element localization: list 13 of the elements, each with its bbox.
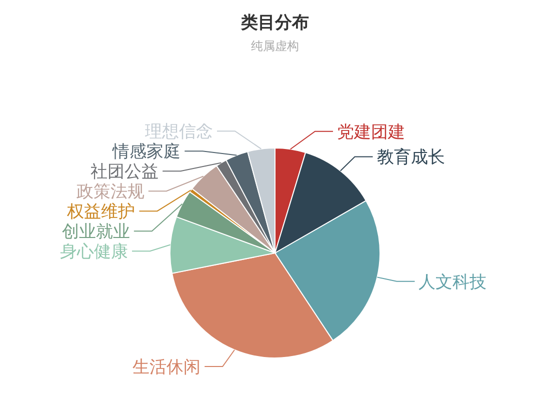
slice-label: 党建团建 [337,122,405,142]
slice-label: 权益维护 [66,202,136,222]
slice-label: 身心健康 [60,242,128,262]
slice-label: 教育成长 [376,148,445,168]
slice-label: 理想信念 [145,122,213,142]
slice-label: 人文科技 [418,272,487,292]
slice-label: 政策法规 [76,182,144,202]
slice-label: 创业就业 [62,222,130,242]
slice-label: 生活休闲 [132,357,201,378]
chart-subtitle: 纯属虚构 [251,39,299,53]
slice-label: 情感家庭 [112,142,181,162]
slice-label: 社团公益 [90,162,159,182]
chart-title: 类目分布 [240,13,309,33]
